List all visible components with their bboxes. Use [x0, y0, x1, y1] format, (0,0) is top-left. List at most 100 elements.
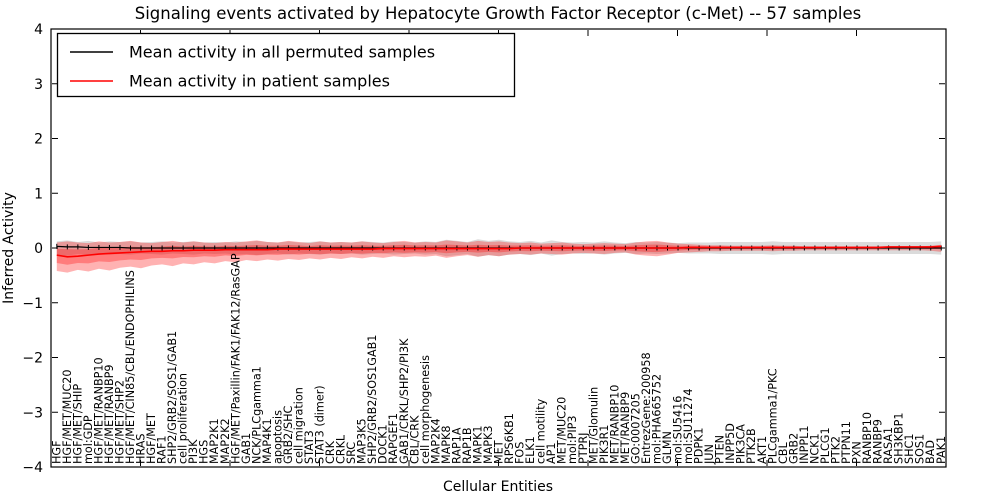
- y-tick-label: 3: [34, 77, 43, 93]
- x-category-label: SHP2/GRB2/SOS1GAB1: [366, 335, 379, 464]
- y-tick-label: 1: [34, 186, 43, 202]
- x-category-label: GO:0007205: [629, 393, 642, 464]
- series-layer: [56, 243, 942, 258]
- x-category-label: HGF/MET/MUC20: [61, 370, 74, 465]
- x-category-label: HGF/MET/CIN85/CBL/ENDOPHILINS: [124, 270, 137, 464]
- band-layer: [56, 239, 942, 273]
- x-category-label: mol:GDP: [82, 415, 95, 464]
- y-tick-label: −4: [22, 460, 43, 476]
- x-category-label: mol:SU11274: [682, 389, 695, 465]
- x-category-label: MAP2K2: [219, 418, 232, 464]
- x-category-label: NCK1: [808, 433, 821, 464]
- x-category-label: MAP3K5: [356, 418, 369, 464]
- x-category-label: GLMN: [661, 431, 674, 464]
- x-category-label: RAF1: [156, 435, 169, 464]
- x-category-label: RANBP9: [872, 419, 885, 464]
- x-category-label: PIK3R1: [598, 425, 611, 464]
- x-category-label: MET/Glomulin: [587, 387, 600, 464]
- x-category-label: CBL: [777, 442, 790, 464]
- plot-frame: [50, 28, 947, 468]
- x-category-label: PTK2: [829, 436, 842, 464]
- x-category-label: MAPK3: [482, 425, 495, 464]
- x-category-label: AKT1: [756, 436, 769, 464]
- x-category-label: MET/MUC20: [556, 397, 569, 464]
- x-category-label: ELK1: [524, 436, 537, 464]
- x-category-label: HGF/MET/Paxillin/FAK1/FAK12/RasGAP: [229, 253, 242, 464]
- x-category-label: SHP2/GRB2/SOS1/GAB1: [166, 331, 179, 464]
- x-category-label: HGF: [50, 440, 63, 464]
- legend-box: [56, 32, 516, 98]
- x-category-label: PTEN: [714, 435, 727, 464]
- x-category-label: INPPL1: [798, 425, 811, 464]
- x-category-label: PLCG1: [819, 427, 832, 464]
- y-tick-label: 0: [34, 241, 43, 257]
- x-category-label: MAPK1: [471, 425, 484, 464]
- x-category-label: CBL/CRK: [408, 415, 421, 464]
- x-category-label: RAP1A: [450, 427, 463, 464]
- x-category-label: PXN: [851, 441, 864, 464]
- x-category-label: CRK: [324, 440, 337, 464]
- x-category-label: EntrezGene:200958: [640, 352, 653, 464]
- x-category-label: RANBP10: [861, 412, 874, 464]
- x-category-label: HGS: [198, 440, 211, 464]
- x-category-label: MAP2K1: [208, 418, 221, 464]
- x-category-label: RAP1B: [461, 427, 474, 464]
- y-axis-label: Inferred Activity: [1, 192, 17, 304]
- y-tick-label: 2: [34, 132, 43, 148]
- x-category-label: SOS1: [914, 434, 927, 464]
- legend-label-patient: Mean activity in patient samples: [129, 72, 390, 91]
- x-category-label: INPP5D: [724, 423, 737, 464]
- x-category-label: RPS6KB1: [503, 413, 516, 464]
- x-category-label: apoptosis: [271, 410, 284, 464]
- x-category-label: GRB2/SHC: [282, 405, 295, 464]
- x-category-label: MAPK8: [440, 425, 453, 464]
- x-category-label: GAB1/CRKL/SHP2/PI3K: [398, 338, 411, 464]
- x-category-label: FOS: [514, 442, 527, 464]
- y-tick-label: 4: [34, 22, 43, 38]
- y-tick-label: −2: [22, 351, 43, 367]
- x-category-label: cell morphogenesis: [419, 355, 432, 464]
- x-category-label: HGF/MET/RANBP10: [92, 357, 105, 464]
- x-category-label: MAP4K1: [261, 418, 274, 464]
- axes-frame-layer: [50, 28, 947, 468]
- x-category-label: MET/RANBP10: [608, 385, 621, 464]
- x-category-label: HGF/MET/SHP2: [113, 380, 126, 464]
- x-category-label: RASA1: [882, 427, 895, 464]
- x-category-label: PI3K: [187, 439, 200, 464]
- x-category-label: PLCgamma1/PKC: [766, 368, 779, 464]
- x-category-label: mol:PIP3: [566, 415, 579, 464]
- x-category-label: JUN: [703, 444, 716, 465]
- x-category-label: PTPRJ: [577, 433, 590, 464]
- x-category-label: SH3KBP1: [893, 412, 906, 464]
- x-category-label: PIK3CA: [735, 424, 748, 464]
- x-category-label: PTK2B: [745, 428, 758, 464]
- x-category-label: HGF/MET/SHIP: [71, 384, 84, 464]
- x-category-label: STAT3 (dimer): [314, 385, 327, 464]
- ytick-label-layer: −4 −3 −2 −1 0 1 2 3 4: [22, 22, 43, 476]
- x-category-label: BAD: [924, 440, 937, 464]
- legend: Mean activity in all permuted samples Me…: [56, 32, 516, 98]
- category-label-layer: HGFHGF/MET/MUC20HGF/MET/SHIPmol:GDPHGF/M…: [50, 253, 947, 465]
- x-category-label: MET/RANBP9: [619, 392, 632, 464]
- x-category-label: AP1: [545, 442, 558, 464]
- x-category-label: mol:PHA665752: [650, 374, 663, 464]
- x-category-label: GRB2: [787, 433, 800, 464]
- x-category-label: cell proliferation: [177, 373, 190, 464]
- x-category-label: NCK/PLCgamma1: [250, 366, 263, 464]
- x-category-label: PAK1: [935, 436, 948, 464]
- x-category-label: cell motility: [535, 398, 548, 464]
- x-axis-label: Cellular Entities: [443, 479, 553, 495]
- x-category-label: SHC1: [903, 434, 916, 464]
- x-category-label: MAP2K4: [429, 418, 442, 464]
- x-category-label: PTPN11: [840, 421, 853, 464]
- legend-label-permuted: Mean activity in all permuted samples: [129, 43, 435, 62]
- x-category-label: PDPK1: [693, 427, 706, 464]
- x-category-label: DOCK1: [377, 424, 390, 464]
- series-line-1: [56, 245, 942, 258]
- x-category-label: CRKL: [335, 434, 348, 464]
- y-tick-label: −1: [22, 296, 43, 312]
- x-category-label: RAPGEF1: [387, 413, 400, 464]
- x-category-label: HGF/MET/RANBP9: [103, 365, 116, 465]
